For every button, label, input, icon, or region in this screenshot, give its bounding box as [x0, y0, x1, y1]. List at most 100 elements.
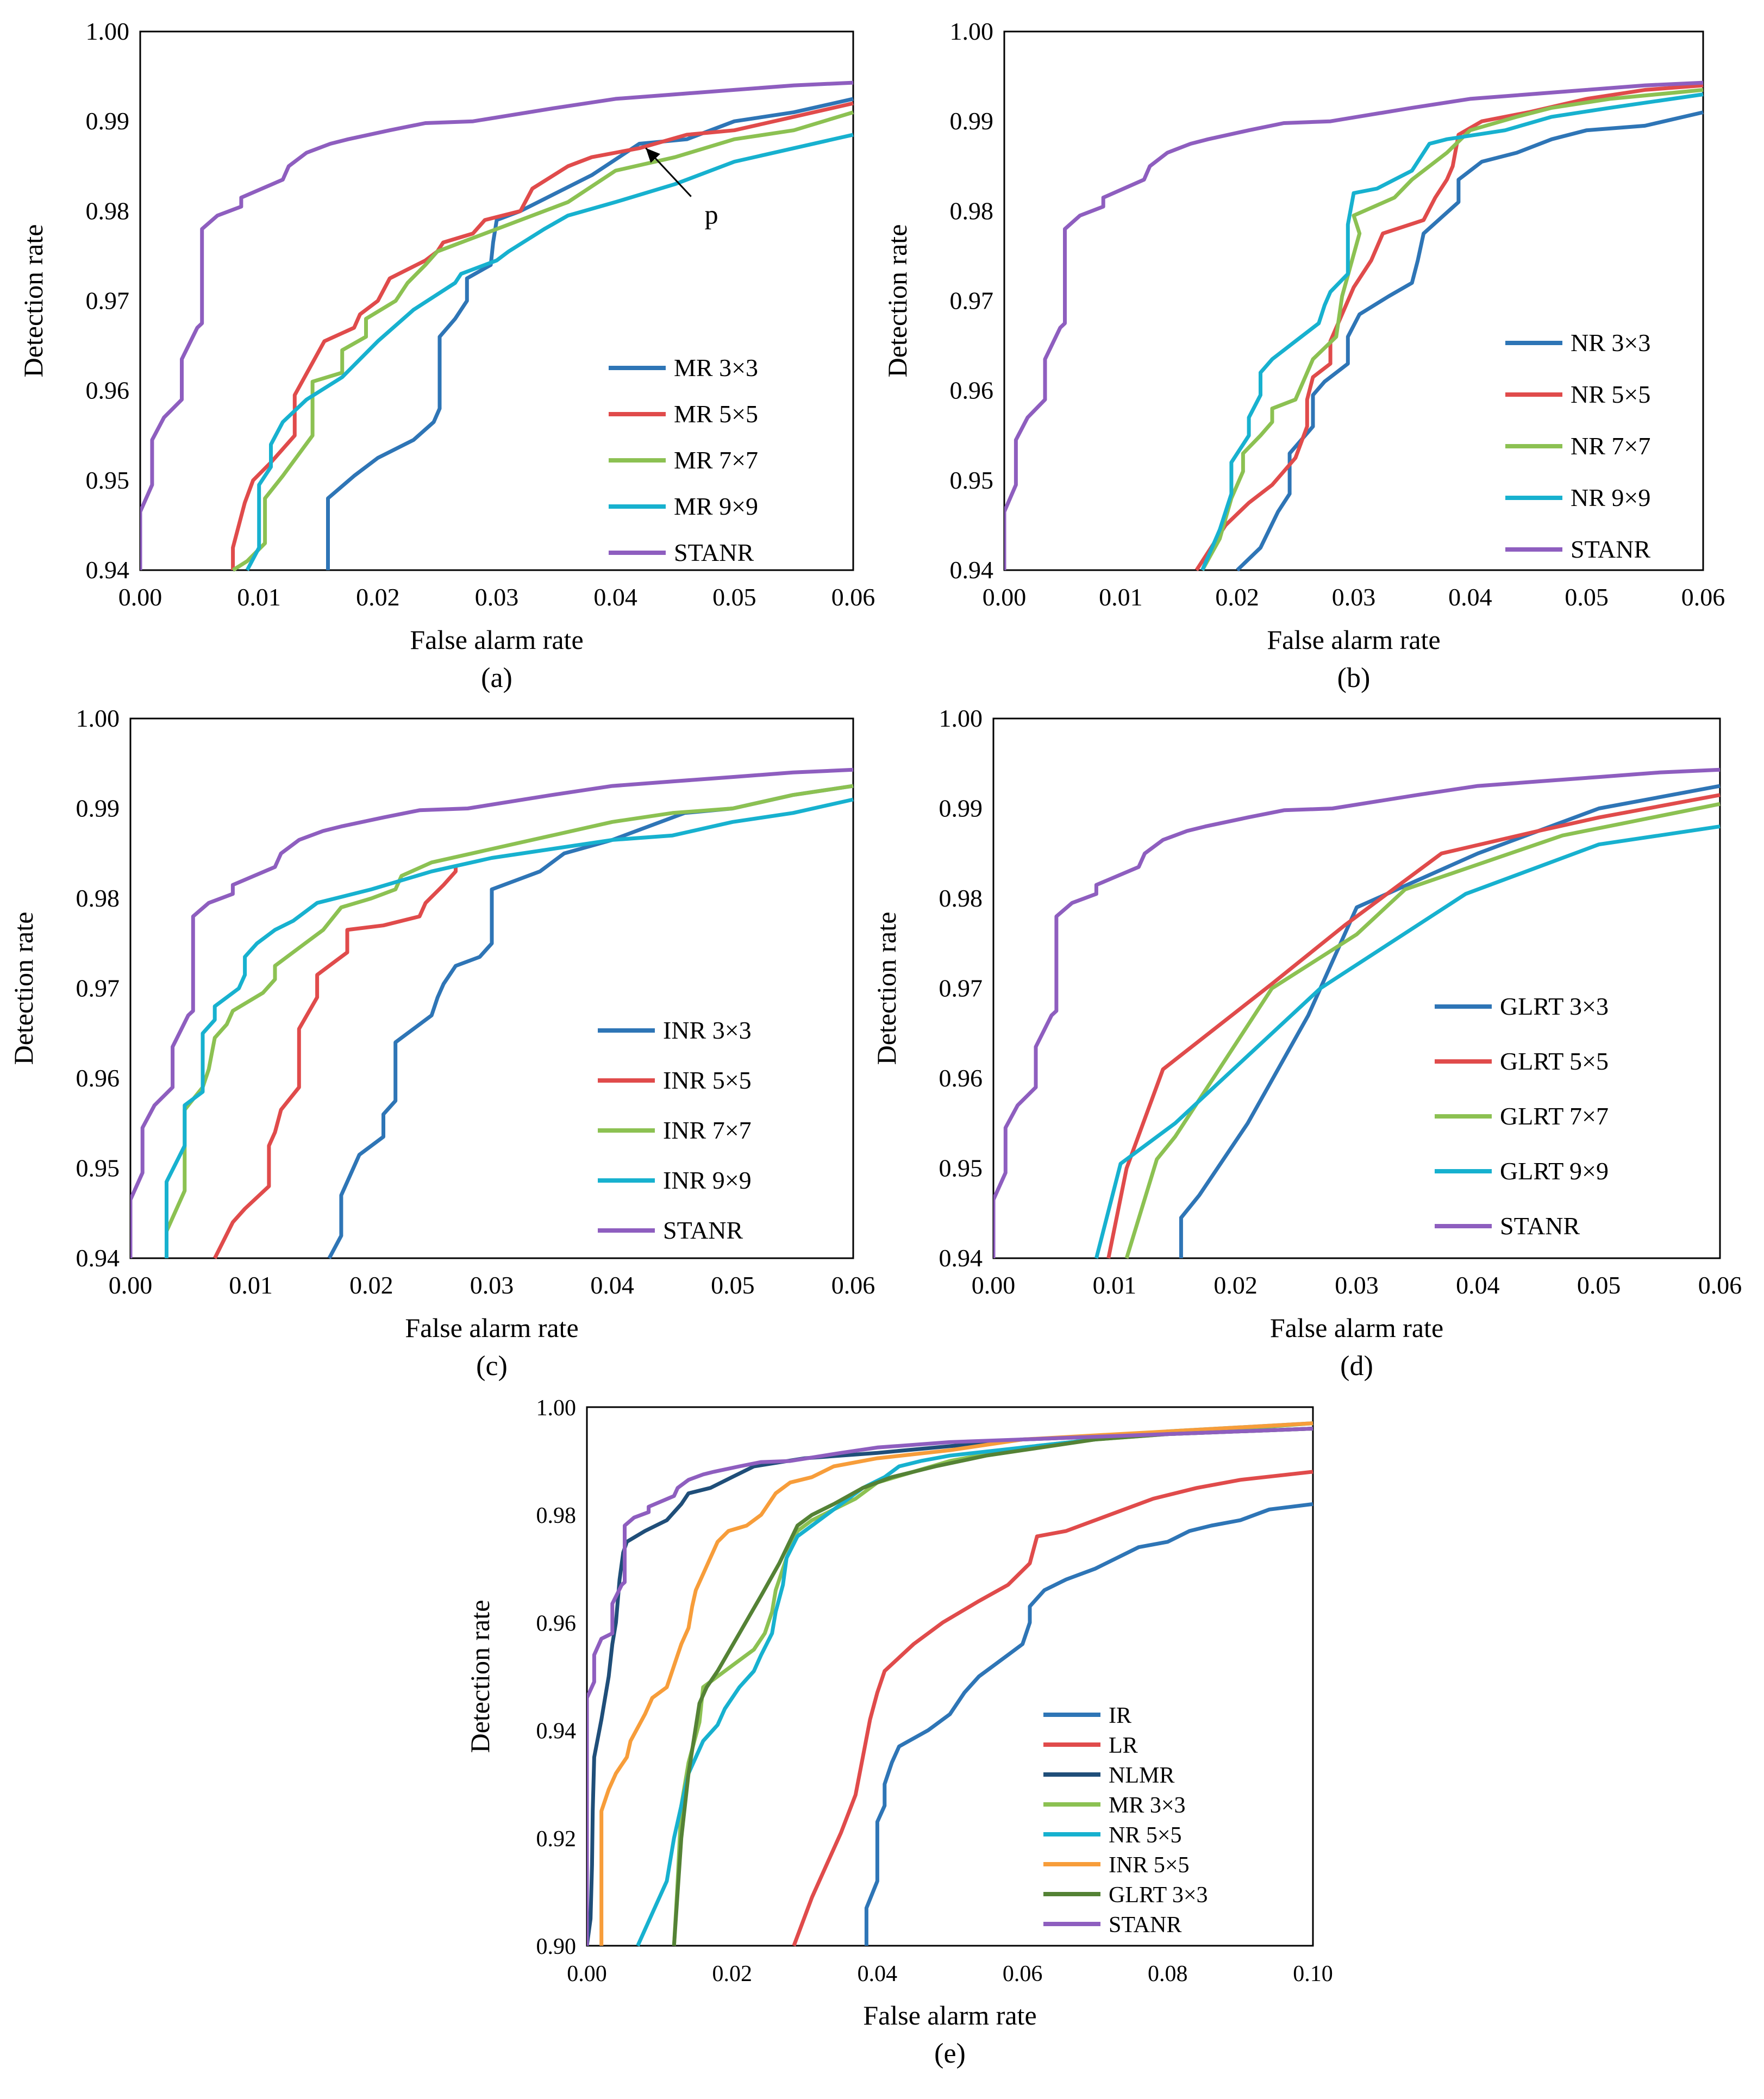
- series-line-mr-3-3: [672, 1421, 1313, 1946]
- panel-caption: (c): [476, 1351, 508, 1382]
- y-tick-label: 0.95: [86, 466, 130, 494]
- series-line-ir: [864, 1502, 1313, 1946]
- series-line-glrt-5-5: [1106, 793, 1721, 1259]
- y-tick-label: 0.95: [939, 1154, 983, 1182]
- legend-label: STANR: [1109, 1913, 1181, 1938]
- legend-label: GLRT 7×7: [1500, 1102, 1609, 1130]
- x-axis-label: False alarm rate: [405, 1313, 578, 1343]
- annotation-label: p: [705, 199, 718, 230]
- x-tick-label: 0.05: [712, 583, 756, 611]
- x-tick-label: 0.10: [1293, 1961, 1333, 1986]
- series-line-stanr: [140, 80, 854, 570]
- y-tick-label: 0.94: [86, 556, 130, 584]
- x-tick-label: 0.03: [470, 1271, 514, 1299]
- legend: NR 3×3 NR 5×5 NR 7×7 NR 9×9 STANR: [1505, 329, 1650, 563]
- plot-area: [139, 30, 854, 571]
- x-tick-label: 0.04: [590, 1271, 634, 1299]
- y-tick-label: 0.96: [536, 1611, 577, 1636]
- series-line-stanr: [130, 767, 854, 1258]
- y-tick-label: 0.96: [86, 377, 130, 404]
- legend-label: GLRT 5×5: [1500, 1047, 1609, 1075]
- legend-label: MR 3×3: [1109, 1793, 1186, 1818]
- legend-label: NR 7×7: [1571, 432, 1650, 460]
- x-tick-label: 0.06: [831, 583, 875, 611]
- y-tick-label: 0.96: [950, 377, 994, 404]
- y-tick-label: 0.96: [939, 1064, 983, 1092]
- x-tick-label: 0.04: [858, 1961, 898, 1986]
- series-line-inr-9-9: [165, 797, 854, 1258]
- legend-label: STANR: [663, 1216, 743, 1244]
- series-line-inr-5-5: [213, 867, 458, 1259]
- x-tick-label: 0.01: [229, 1271, 273, 1299]
- chart-c: 0.94 0.95 0.96 0.97 0.98 0.99 1.00 0.00 0.01 0.02…: [8, 704, 875, 1382]
- x-tick-label: 0.06: [1681, 583, 1725, 611]
- x-tick-label: 0.02: [349, 1271, 393, 1299]
- legend-label: MR 9×9: [674, 492, 758, 520]
- legend-label: GLRT 3×3: [1500, 992, 1609, 1020]
- x-tick-label: 0.03: [475, 583, 519, 611]
- y-tick-label: 0.98: [950, 197, 994, 224]
- x-axis-label: False alarm rate: [863, 2000, 1036, 2031]
- legend: MR 3×3 MR 5×5 MR 7×7 MR 9×9 STANR: [609, 354, 758, 566]
- x-tick-label: 0.00: [118, 583, 162, 611]
- y-tick-label: 0.92: [536, 1827, 577, 1852]
- panel-caption: (d): [1340, 1351, 1373, 1382]
- y-axis-label: Detection rate: [8, 912, 39, 1065]
- y-tick-label: 0.94: [76, 1244, 120, 1272]
- x-tick-label: 0.06: [1003, 1961, 1043, 1986]
- y-axis-label: Detection rate: [465, 1600, 495, 1753]
- y-tick-label: 0.97: [950, 287, 994, 315]
- legend-label: INR 9×9: [663, 1166, 752, 1194]
- y-tick-label: 0.95: [76, 1154, 120, 1182]
- y-tick-label: 1.00: [536, 1396, 577, 1421]
- series-line-lr: [792, 1470, 1313, 1947]
- x-tick-label: 0.05: [711, 1271, 755, 1299]
- chart-d: 0.94 0.95 0.96 0.97 0.98 0.99 1.00 0.00 0.01 0.02…: [871, 704, 1742, 1382]
- x-tick-label: 0.02: [356, 583, 400, 611]
- y-tick-label: 1.00: [86, 17, 130, 45]
- y-tick-label: 0.99: [76, 795, 120, 822]
- x-axis-label: False alarm rate: [1270, 1313, 1443, 1343]
- legend-label: MR 7×7: [674, 446, 758, 474]
- series-line-glrt-9-9: [1094, 824, 1721, 1259]
- legend-label: NR 9×9: [1571, 484, 1650, 511]
- x-tick-label: 0.04: [1456, 1271, 1500, 1299]
- legend-label: GLRT 9×9: [1500, 1157, 1609, 1185]
- legend: IR LR NLMR MR 3×3 NR 5×5 INR 5×5 GLRT 3×3 STANR: [1043, 1703, 1208, 1938]
- y-tick-label: 0.94: [950, 556, 994, 584]
- panel-caption: (e): [934, 2038, 966, 2069]
- x-tick-label: 0.00: [983, 583, 1027, 611]
- x-tick-label: 0.04: [1448, 583, 1492, 611]
- x-tick-label: 0.02: [712, 1961, 752, 1986]
- y-tick-label: 0.98: [536, 1503, 577, 1528]
- legend-label: GLRT 3×3: [1109, 1883, 1208, 1908]
- legend-label: NR 3×3: [1571, 329, 1650, 357]
- panel-caption: (a): [481, 663, 512, 694]
- y-tick-label: 0.97: [76, 974, 120, 1002]
- legend-label: NR 5×5: [1109, 1823, 1182, 1848]
- series-line-inr-5-5: [599, 1421, 1313, 1946]
- x-tick-label: 0.03: [1335, 1271, 1379, 1299]
- x-tick-label: 0.00: [972, 1271, 1016, 1299]
- x-tick-label: 0.04: [593, 583, 637, 611]
- legend-label: IR: [1109, 1703, 1131, 1728]
- y-tick-label: 0.99: [86, 107, 130, 135]
- y-tick-label: 1.00: [950, 17, 994, 45]
- series-line-mr-7-7: [232, 110, 854, 572]
- x-tick-label: 0.01: [1099, 583, 1143, 611]
- y-axis-label: Detection rate: [882, 224, 912, 378]
- y-tick-label: 0.94: [536, 1719, 577, 1744]
- x-tick-label: 0.01: [1093, 1271, 1137, 1299]
- series-line-nr-5-5: [1194, 83, 1704, 571]
- legend-label: INR 5×5: [663, 1066, 752, 1094]
- legend-label: INR 3×3: [663, 1016, 752, 1044]
- legend-label: NR 5×5: [1571, 380, 1650, 408]
- series-line-glrt-3-3: [672, 1427, 1313, 1946]
- x-tick-label: 0.06: [831, 1271, 875, 1299]
- y-tick-label: 0.96: [76, 1064, 120, 1092]
- chart-e: 0.90 0.92 0.94 0.96 0.98 1.00 0.00 0.02 0.04 0.06…: [465, 1396, 1333, 2069]
- y-tick-label: 0.97: [939, 974, 983, 1002]
- x-tick-label: 0.06: [1698, 1271, 1742, 1299]
- y-tick-label: 0.94: [939, 1244, 983, 1272]
- series-line-stanr: [587, 1427, 1313, 1946]
